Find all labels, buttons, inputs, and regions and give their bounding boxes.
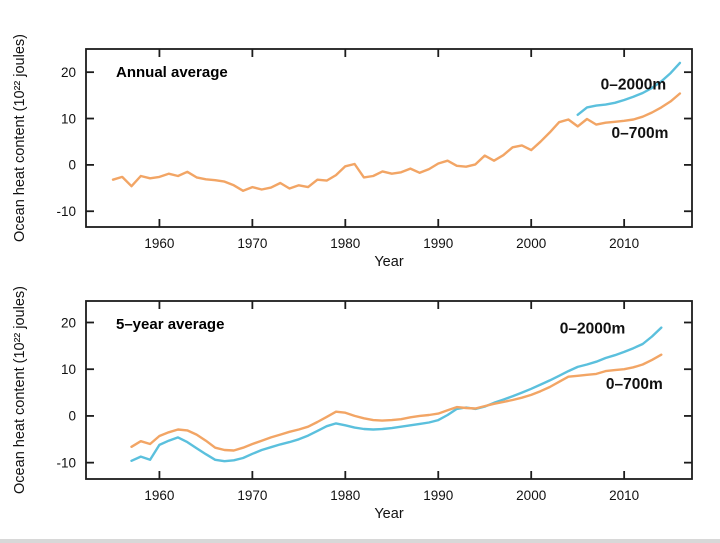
- series-line-0-700m: [130, 353, 663, 452]
- x-tick-label: 2000: [516, 236, 546, 251]
- axis-border: [85, 300, 693, 480]
- panel-5-year-average: 1960 1970 1980 1990 2000 2010 -10 0 10 20 5–year a…: [12, 286, 693, 522]
- series-line-0-700m: [111, 92, 682, 193]
- y-tick-label: 20: [61, 315, 76, 330]
- x-tick-label: 1970: [237, 488, 267, 503]
- x-tick-label: 1980: [330, 236, 360, 251]
- y-tick-label: 0: [68, 158, 76, 173]
- x-tick-label: 2000: [516, 488, 546, 503]
- x-tick-label: 1960: [144, 488, 174, 503]
- series-line-0-2000m: [576, 61, 682, 117]
- x-tick-label: 1970: [237, 236, 267, 251]
- panel-annual-average: 1960 1970 1980 1990 2000 2010 -10 0 10 20 Annual a…: [12, 34, 693, 270]
- x-tick-label: 2010: [609, 488, 639, 503]
- series-label-0-700m: 0–700m: [606, 376, 663, 393]
- x-tick-label: 1960: [144, 236, 174, 251]
- x-tick-label: 2010: [609, 236, 639, 251]
- y-tick-label: 10: [61, 362, 76, 377]
- y-tick-label: 20: [61, 65, 76, 80]
- y-tick-label: -10: [56, 204, 76, 219]
- x-axis-label: Year: [374, 254, 403, 270]
- x-tick-label: 1990: [423, 488, 453, 503]
- page-bottom-edge: [0, 539, 720, 543]
- series-label-0-700m: 0–700m: [612, 125, 669, 142]
- y-tick-label: 0: [68, 409, 76, 424]
- y-tick-label: 10: [61, 111, 76, 126]
- x-axis-label: Year: [374, 506, 403, 522]
- x-tick-label: 1990: [423, 236, 453, 251]
- series-label-0-2000m: 0–2000m: [601, 76, 667, 93]
- panel-title: 5–year average: [116, 316, 224, 333]
- series-line-0-2000m: [130, 326, 663, 463]
- x-tick-label: 1980: [330, 488, 360, 503]
- y-axis-label: Ocean heat content (10²² joules): [12, 34, 28, 242]
- series-label-0-2000m: 0–2000m: [560, 321, 626, 338]
- y-tick-label: -10: [56, 455, 76, 470]
- panel-title: Annual average: [116, 64, 228, 81]
- axis-border: [85, 48, 693, 228]
- y-axis-label: Ocean heat content (10²² joules): [12, 286, 28, 494]
